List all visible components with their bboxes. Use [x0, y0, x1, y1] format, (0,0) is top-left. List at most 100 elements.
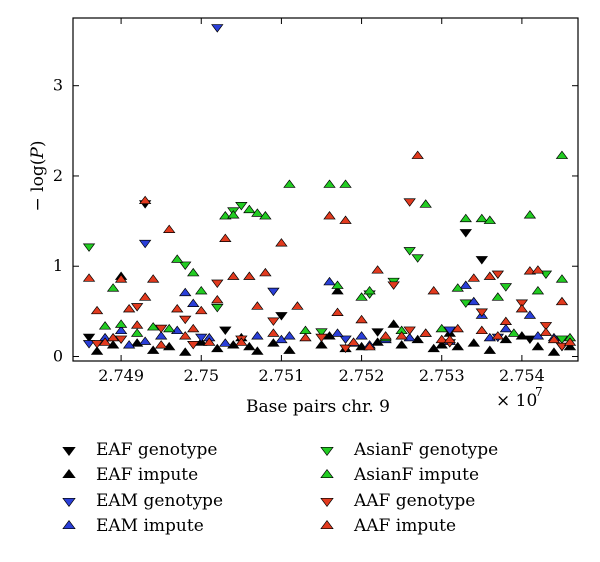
data-point: [435, 334, 448, 344]
data-point: [499, 323, 513, 333]
data-point: [243, 204, 256, 214]
data-point: [435, 323, 448, 333]
data-point: [98, 321, 112, 330]
data-point: [403, 326, 416, 335]
y-tick-label: 2: [53, 166, 63, 185]
series-asianf-impute: [98, 150, 577, 342]
data-point: [179, 315, 192, 325]
legend-item: AAF impute: [320, 516, 456, 536]
data-point: [114, 335, 128, 344]
y-axis-label-prefix: − log(: [28, 159, 48, 212]
data-point: [82, 243, 96, 252]
legend-item: AsianF impute: [320, 465, 479, 485]
plot-frame: [72, 17, 579, 362]
data-point: [187, 341, 200, 350]
data-point: [339, 179, 352, 188]
data-point: [299, 325, 312, 335]
data-point: [395, 340, 408, 349]
data-point: [475, 213, 489, 223]
data-point: [146, 322, 160, 331]
data-point: [499, 283, 513, 292]
legend-item: AAF genotype: [320, 491, 475, 511]
data-point: [339, 215, 352, 224]
data-point: [114, 325, 128, 335]
data-point: [347, 337, 360, 346]
legend-marker: [62, 520, 76, 530]
legend-marker: [62, 469, 76, 479]
data-point: [251, 208, 264, 217]
data-point: [371, 337, 384, 346]
series-aaf-genotype: [90, 198, 569, 353]
legend-label: AsianF genotype: [353, 440, 498, 460]
data-point: [491, 270, 505, 279]
data-point: [154, 324, 168, 334]
data-point: [235, 202, 248, 211]
data-point: [154, 340, 168, 349]
data-point: [427, 285, 440, 295]
data-point: [219, 233, 232, 242]
data-point: [154, 331, 168, 340]
data-point: [267, 287, 280, 297]
data-point: [179, 347, 192, 356]
data-point: [323, 179, 336, 188]
data-point: [243, 341, 256, 351]
data-point: [106, 332, 120, 342]
data-point: [387, 281, 400, 290]
svg-text:− log(P): − log(P): [28, 141, 48, 212]
data-point: [138, 336, 152, 345]
data-point: [483, 215, 497, 224]
data-point: [146, 345, 160, 354]
data-point: [203, 337, 216, 346]
data-point: [459, 229, 472, 238]
x-axis-multiplier-base: × 10: [496, 391, 537, 411]
data-point: [355, 314, 368, 324]
data-point: [531, 341, 545, 351]
data-point: [459, 213, 472, 223]
legend-item: EAM impute: [62, 516, 204, 536]
data-point: [379, 331, 392, 340]
data-point: [130, 328, 144, 337]
data-point: [211, 343, 224, 353]
data-point: [299, 332, 312, 342]
y-axis-label: − log(P): [28, 141, 48, 212]
data-point: [162, 224, 176, 233]
data-point: [138, 195, 152, 205]
data-point: [531, 285, 545, 295]
data-point: [483, 345, 497, 354]
data-point: [106, 283, 120, 292]
x-axis-multiplier: × 10 7: [496, 385, 543, 411]
data-point: [187, 267, 200, 277]
data-point: [395, 331, 408, 340]
data-point: [515, 331, 529, 340]
data-point: [467, 273, 480, 282]
data-point: [539, 322, 553, 331]
data-point: [331, 328, 344, 337]
data-point: [547, 334, 561, 344]
x-tick-label: 2.75: [183, 366, 219, 385]
data-point: [563, 341, 577, 351]
data-point: [130, 320, 144, 329]
data-point: [443, 326, 456, 335]
legend-marker: [320, 497, 334, 507]
data-point: [162, 323, 176, 333]
data-point: [467, 338, 480, 347]
data-point: [451, 283, 464, 292]
data-point: [146, 274, 160, 283]
y-axis-label-suffix: ): [28, 141, 48, 148]
data-point: [475, 325, 489, 335]
data-point: [114, 319, 128, 328]
data-point: [122, 340, 136, 349]
data-point: [179, 261, 192, 270]
data-point: [443, 334, 456, 344]
legend-label: EAM impute: [96, 516, 204, 536]
data-point: [267, 317, 280, 326]
data-point: [339, 344, 352, 353]
data-point: [339, 335, 352, 344]
data-point: [363, 285, 376, 295]
data-point: [195, 333, 208, 343]
data-point: [267, 328, 280, 337]
data-point: [523, 266, 537, 275]
data-point: [211, 304, 224, 313]
data-point: [259, 267, 272, 277]
x-axis-multiplier-exponent: 7: [535, 385, 543, 399]
